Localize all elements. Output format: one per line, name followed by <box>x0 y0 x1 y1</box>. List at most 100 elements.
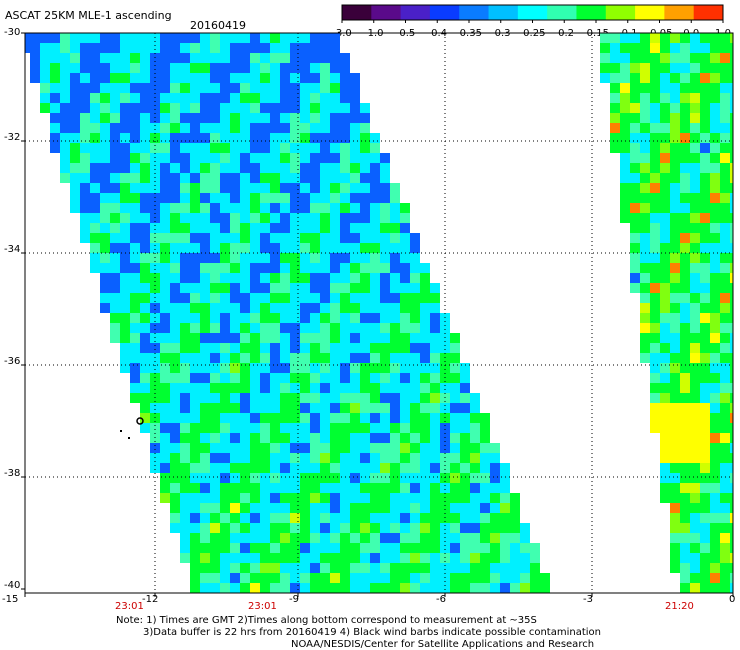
wind-cell <box>300 293 310 303</box>
wind-cell <box>190 363 200 373</box>
wind-cell <box>190 383 200 393</box>
wind-cell <box>260 483 270 493</box>
lon-label: -9 <box>289 594 299 605</box>
wind-cell <box>380 363 390 373</box>
wind-cell <box>200 263 210 273</box>
wind-cell <box>620 133 630 143</box>
wind-cell <box>280 323 290 333</box>
wind-cell <box>230 493 240 503</box>
wind-cell <box>330 543 340 553</box>
wind-cell <box>200 313 210 323</box>
wind-cell <box>500 523 510 533</box>
wind-cell <box>200 373 210 383</box>
wind-cell <box>300 113 310 123</box>
wind-cell <box>490 443 500 453</box>
wind-cell <box>680 243 690 253</box>
wind-cell <box>700 173 710 183</box>
colorbar-cell <box>342 5 372 20</box>
wind-cell <box>260 323 270 333</box>
wind-cell <box>380 333 390 343</box>
wind-cell <box>420 343 430 353</box>
wind-cell <box>390 383 400 393</box>
wind-cell <box>160 173 170 183</box>
wind-cell <box>330 463 340 473</box>
wind-cell <box>250 463 260 473</box>
wind-cell <box>330 503 340 513</box>
wind-cell <box>480 543 490 553</box>
wind-cell <box>250 493 260 503</box>
wind-cell <box>380 153 390 163</box>
wind-cell <box>250 333 260 343</box>
wind-cell <box>360 373 370 383</box>
wind-cell <box>340 173 350 183</box>
wind-cell <box>350 123 360 133</box>
wind-cell <box>210 113 220 123</box>
wind-cell <box>110 243 120 253</box>
wind-cell <box>160 323 170 333</box>
wind-cell <box>390 253 400 263</box>
wind-cell <box>260 153 270 163</box>
wind-cell <box>670 343 680 353</box>
wind-cell <box>370 133 380 143</box>
wind-cell <box>630 183 640 193</box>
wind-cell <box>370 353 380 363</box>
wind-cell <box>190 283 200 293</box>
wind-cell <box>310 113 320 123</box>
wind-cell <box>360 163 370 173</box>
wind-cell <box>320 143 330 153</box>
wind-cell <box>240 43 250 53</box>
wind-cell <box>200 453 210 463</box>
wind-cell <box>420 393 430 403</box>
wind-cell <box>710 473 720 483</box>
wind-cell <box>730 393 733 403</box>
wind-cell <box>200 553 210 563</box>
wind-cell <box>280 483 290 493</box>
wind-cell <box>640 203 650 213</box>
wind-cell <box>360 173 370 183</box>
wind-cell <box>720 473 730 483</box>
wind-cell <box>160 33 170 43</box>
wind-cell <box>370 293 380 303</box>
wind-cell <box>260 263 270 273</box>
wind-cell <box>80 213 90 223</box>
wind-cell <box>310 283 320 293</box>
wind-cell <box>610 133 620 143</box>
wind-cell <box>720 313 730 323</box>
wind-cell <box>270 123 280 133</box>
wind-cell <box>180 523 190 533</box>
wind-cell <box>730 383 733 393</box>
wind-cell <box>520 573 530 583</box>
wind-cell <box>700 433 710 443</box>
wind-cell <box>390 493 400 503</box>
wind-cell <box>720 133 730 143</box>
wind-cell <box>290 203 300 213</box>
lon-label: -6 <box>436 594 446 605</box>
wind-cell <box>690 43 700 53</box>
wind-cell <box>270 153 280 163</box>
wind-cell <box>310 483 320 493</box>
wind-cell <box>710 563 720 573</box>
wind-cell <box>120 93 130 103</box>
wind-cell <box>330 43 340 53</box>
wind-cell <box>340 403 350 413</box>
wind-cell <box>290 93 300 103</box>
wind-cell <box>80 113 90 123</box>
wind-cell <box>730 113 733 123</box>
wind-cell <box>400 263 410 273</box>
wind-cell <box>400 443 410 453</box>
wind-cell <box>190 403 200 413</box>
wind-cell <box>340 113 350 123</box>
wind-cell <box>320 263 330 273</box>
wind-cell <box>230 303 240 313</box>
wind-cell <box>610 83 620 93</box>
wind-cell <box>300 43 310 53</box>
wind-cell <box>420 423 430 433</box>
wind-cell <box>140 173 150 183</box>
wind-cell <box>180 543 190 553</box>
wind-cell <box>70 73 80 83</box>
wind-cell <box>470 513 480 523</box>
wind-cell <box>700 123 710 133</box>
wind-cell <box>330 53 340 63</box>
wind-cell <box>630 263 640 273</box>
wind-cell <box>640 353 650 363</box>
